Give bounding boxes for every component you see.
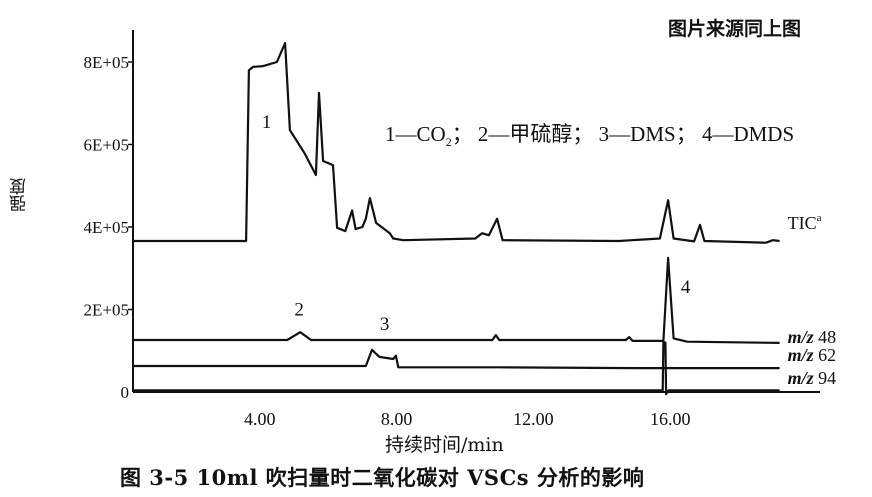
y-tick-label: 6E+05 xyxy=(84,136,129,155)
series-label: TICa xyxy=(788,212,822,233)
peak-legend: 1—CO2； 2—甲硫醇； 3—DMS； 4—DMDS xyxy=(385,118,794,150)
series-label: m/z 94 xyxy=(788,368,837,388)
peak-label: 2 xyxy=(294,300,304,321)
figure-caption: 图 3-5 10ml 吹扫量时二氧化碳对 VSCs 分析的影响 xyxy=(120,465,645,490)
peak-label: 1 xyxy=(262,112,272,133)
y-tick-label: 8E+05 xyxy=(84,53,129,72)
source-note: 图片来源同上图 xyxy=(668,18,802,40)
trace-m-z-48 xyxy=(133,256,780,344)
series-label: m/z 62 xyxy=(788,345,837,365)
legend-rest: ； 2—甲硫醇； 3—DMS； 4—DMDS xyxy=(451,122,795,146)
trace-tic xyxy=(133,41,780,244)
legend-text: 1—CO xyxy=(385,122,446,146)
series-label: m/z 48 xyxy=(788,327,837,347)
peak-label: 4 xyxy=(681,277,691,298)
y-tick-label: 4E+05 xyxy=(84,218,129,237)
x-tick-label: 4.00 xyxy=(244,409,276,429)
x-tick-label: 16.00 xyxy=(650,409,691,429)
trace-m-z-94 xyxy=(133,341,780,396)
x-tick-label: 12.00 xyxy=(513,409,554,429)
x-axis-label: 持续时间/min xyxy=(385,434,504,456)
y-axis-label: 强度 xyxy=(10,178,30,212)
legend-subscript: 2 xyxy=(445,135,452,150)
peak-label: 3 xyxy=(380,314,390,335)
trace-m-z-62 xyxy=(133,348,780,370)
y-tick-label: 2E+05 xyxy=(84,301,129,320)
y-tick-label: 0 xyxy=(121,383,130,402)
x-tick-label: 8.00 xyxy=(381,409,413,429)
